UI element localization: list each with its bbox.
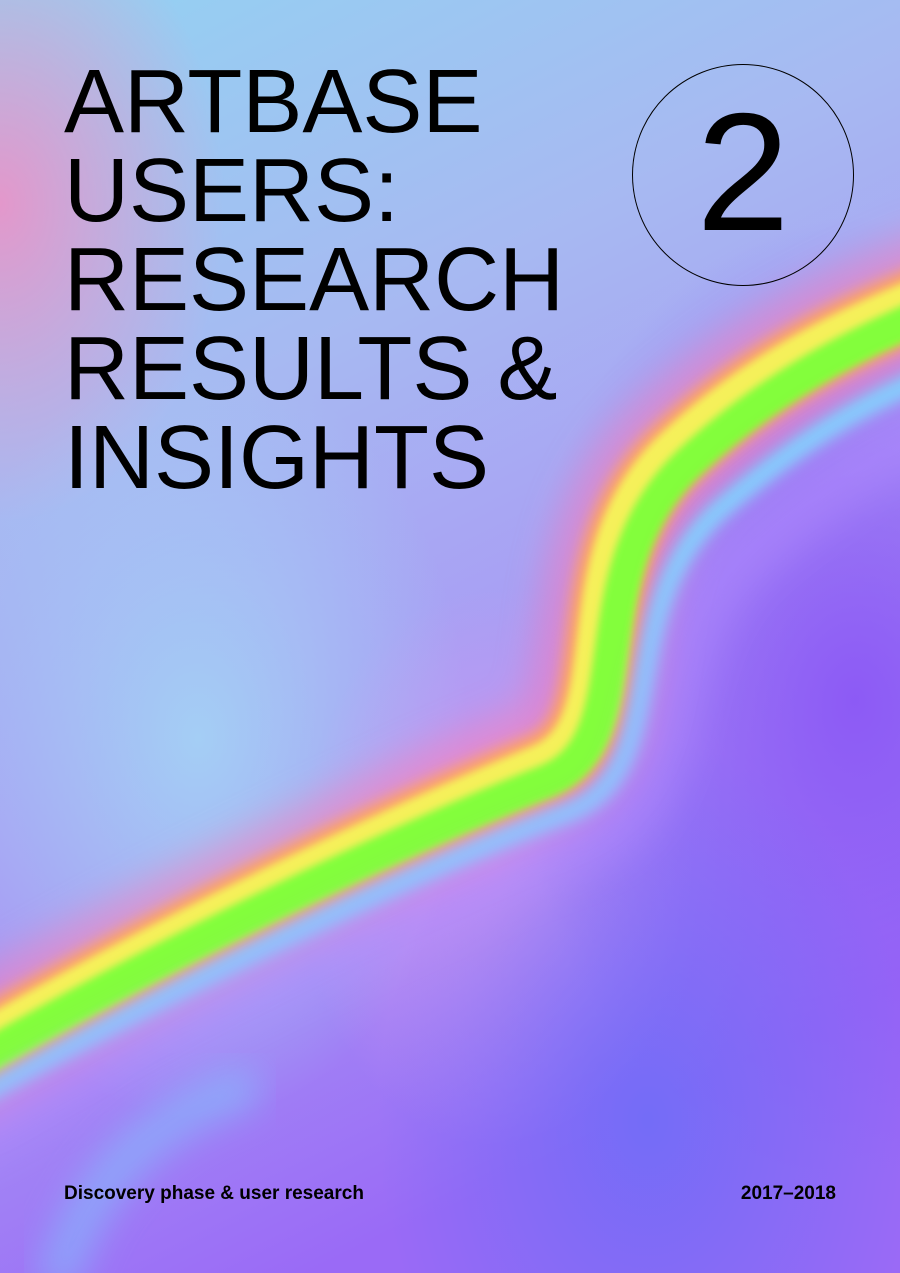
cover-subtitle: Discovery phase & user research xyxy=(64,1183,364,1204)
issue-number: 2 xyxy=(696,78,790,266)
cover-years: 2017–2018 xyxy=(740,1183,836,1204)
issue-number-circle: 2 xyxy=(632,64,854,286)
title-line: RESEARCH xyxy=(64,230,565,330)
cover-title: ARTBASE USERS: RESEARCH RESULTS & INSIGH… xyxy=(64,52,565,508)
rainbow-wave xyxy=(0,240,900,1153)
title-line: ARTBASE xyxy=(64,52,483,152)
title-line: RESULTS & xyxy=(64,319,558,419)
title-line: INSIGHTS xyxy=(64,408,490,508)
title-line: USERS: xyxy=(64,141,400,241)
